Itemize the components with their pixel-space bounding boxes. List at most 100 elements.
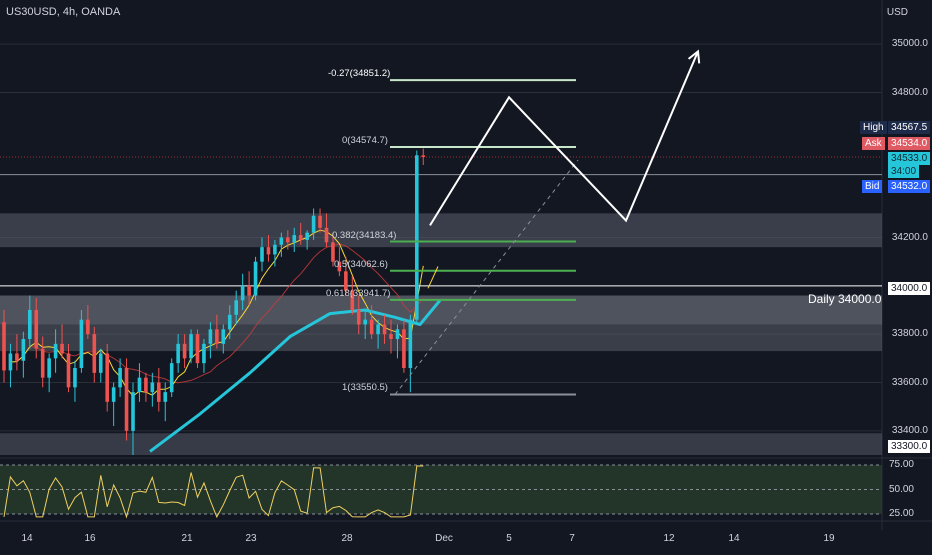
ask-tag-value: 34534.0 <box>888 137 931 150</box>
candle-body <box>73 368 77 388</box>
candle-body <box>318 215 322 228</box>
candle-body <box>253 261 258 296</box>
candle-body <box>292 235 297 243</box>
price-tick-label: 33800.0 <box>891 328 928 340</box>
candle-body <box>60 343 64 354</box>
candle-body <box>240 285 245 301</box>
candle-body <box>324 227 329 243</box>
candle-body <box>131 392 135 431</box>
candle-body <box>176 343 180 364</box>
candle-body <box>286 237 290 243</box>
candle-body <box>247 285 251 296</box>
support-zone-lower <box>0 324 882 352</box>
candle-body <box>356 310 361 325</box>
candle-body <box>137 377 142 393</box>
time-tick-label: 14 <box>728 533 740 544</box>
rsi-tick-label: 75.00 <box>888 459 914 470</box>
candle-body <box>279 237 284 245</box>
breakout-marker <box>427 266 439 289</box>
fib-level-label: -0.27(34851.2) <box>328 68 391 80</box>
price-tick-label: 34800.0 <box>891 86 928 98</box>
time-tick-label: 16 <box>84 533 96 544</box>
candle-body <box>21 339 26 361</box>
price-tick-label: 33400.0 <box>891 424 928 436</box>
candle-body <box>369 319 374 335</box>
candles <box>2 148 426 455</box>
projection-path <box>429 51 699 226</box>
candle-body <box>402 329 406 368</box>
rsi-line <box>3 465 424 519</box>
bid-tag-name: Bid <box>862 180 883 193</box>
candle-body <box>157 382 161 402</box>
candle-body <box>182 343 187 359</box>
price-tick-label: 34200.0 <box>891 231 928 243</box>
candle-body <box>208 329 213 344</box>
candle-body <box>298 235 303 240</box>
rsi-tick-label: 50.00 <box>888 483 914 495</box>
daily-level-tag: 34000.0 <box>888 282 931 295</box>
candle-body <box>331 242 335 262</box>
candle-body <box>337 261 342 272</box>
candle-body <box>111 387 116 402</box>
currency-label: USD <box>886 7 908 18</box>
time-tick-label: 21 <box>181 533 193 544</box>
candle-body <box>150 382 155 393</box>
fib-level-label: 0.5(34062.6) <box>334 258 388 270</box>
candle-body <box>92 334 97 373</box>
candle-body <box>66 353 71 388</box>
candle-body <box>118 368 122 388</box>
candle-body <box>105 353 109 402</box>
time-tick-label: 14 <box>21 533 33 544</box>
fib-level-label: 0.382(34183.4) <box>332 229 397 241</box>
time-tick-label: 23 <box>245 533 257 544</box>
high-tag-value: 34567.5 <box>888 121 931 134</box>
candle-body <box>421 155 426 158</box>
candle-body <box>40 348 45 378</box>
ask-tag-name: Ask <box>862 137 885 150</box>
rsi-tick-label: 25.00 <box>888 508 914 519</box>
candle-body <box>395 329 400 339</box>
time-tick-label: 12 <box>663 533 675 544</box>
candle-body <box>311 215 316 233</box>
candle-body <box>189 334 193 359</box>
candle-body <box>376 324 380 335</box>
candle-body <box>15 353 19 361</box>
fib-trend-line <box>394 159 579 395</box>
candle-body <box>47 358 51 378</box>
candle-body <box>169 363 174 393</box>
time-tick-label: 19 <box>823 533 835 544</box>
fib-level-label: 1(33550.5) <box>342 382 388 394</box>
candle-body <box>350 290 355 310</box>
candle-body <box>8 353 13 371</box>
candle-body <box>408 319 413 368</box>
high-tag-name: High <box>860 121 887 134</box>
candle-body <box>2 322 6 371</box>
bar-countdown: 34:00 <box>888 165 920 178</box>
candle-body <box>202 343 206 364</box>
candle-body <box>389 334 393 339</box>
candle-body <box>305 232 309 240</box>
fib-level-label: 0.618(33941.7) <box>326 287 391 299</box>
candle-body <box>273 244 277 255</box>
daily-level-label[interactable]: Daily 34000.0 <box>808 292 882 306</box>
rsi-panel <box>0 457 932 522</box>
bottom-zone <box>0 433 882 455</box>
chart-title[interactable]: US30USD, 4h, OANDA <box>6 6 121 18</box>
price-tick-label: 33600.0 <box>891 376 928 388</box>
candle-body <box>382 324 387 335</box>
time-tick-label: 7 <box>569 533 575 544</box>
candle-body <box>415 155 419 320</box>
projection-drawings[interactable] <box>427 49 701 289</box>
candle-body <box>144 377 148 393</box>
candle-body <box>227 314 232 330</box>
candle-body <box>79 319 84 368</box>
fibonacci-retracement[interactable] <box>390 79 579 396</box>
candle-body <box>266 247 271 255</box>
candle-body <box>260 247 264 262</box>
candle-body <box>344 271 348 291</box>
candle-body <box>221 329 226 344</box>
price-tick-label: 35000.0 <box>891 38 928 50</box>
candle-body <box>215 329 219 344</box>
